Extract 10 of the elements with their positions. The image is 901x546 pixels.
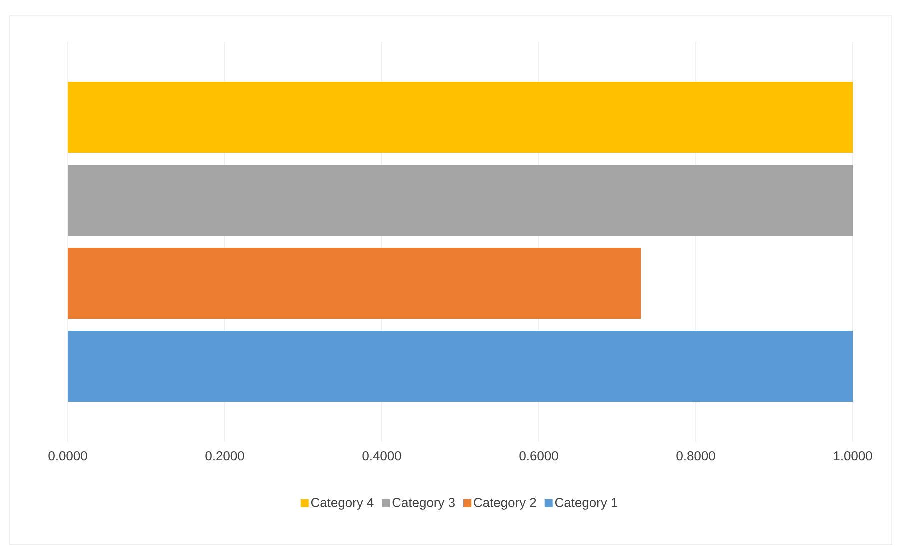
x-tick-label: 0.6000 [520, 452, 558, 461]
x-tick-label: 0.4000 [362, 452, 402, 461]
x-tick-label: 0.2000 [206, 452, 244, 461]
x-tick-label: 0.8000 [676, 452, 716, 461]
legend-label: Category 2 [474, 498, 536, 510]
x-tick-label: 1.0000 [834, 452, 872, 461]
legend-label: Category 4 [311, 498, 374, 510]
x-tick-label: 0.0000 [48, 452, 88, 461]
legend-label: Category 3 [392, 498, 455, 510]
legend-label: Category 1 [555, 498, 618, 510]
